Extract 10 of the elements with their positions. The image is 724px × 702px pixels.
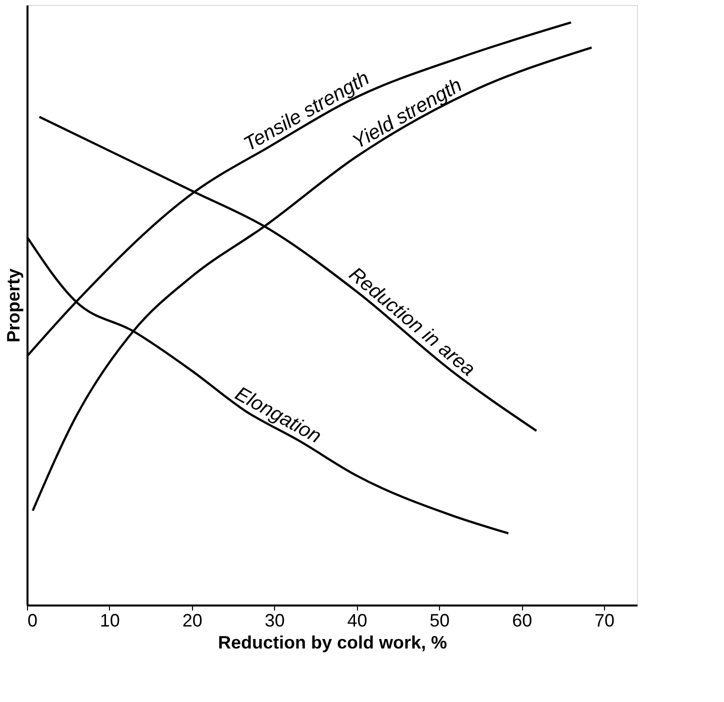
x-tick-label: 50 (430, 610, 450, 630)
x-tick-label: 70 (594, 610, 615, 630)
x-tick-label: 10 (100, 610, 120, 630)
x-tick-label: 40 (347, 610, 368, 630)
y-axis-title: Property (4, 268, 24, 343)
x-tick-label: 20 (182, 610, 202, 630)
x-tick-label: 0 (28, 610, 38, 630)
x-axis-title: Reduction by cold work, % (218, 632, 448, 652)
x-tick-label: 60 (512, 610, 532, 630)
x-tick-label: 30 (264, 610, 285, 630)
